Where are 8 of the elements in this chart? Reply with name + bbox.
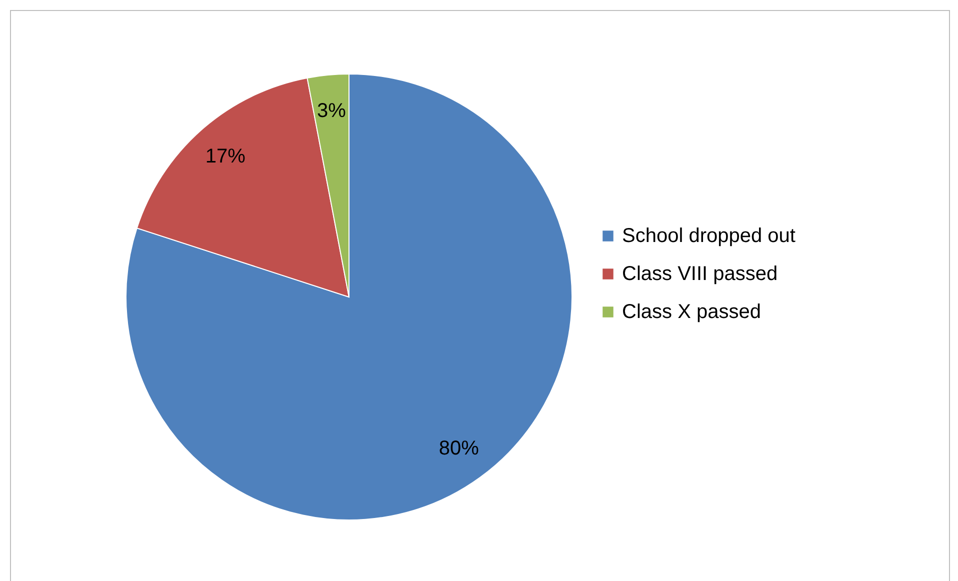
data-label: 80% [438,437,480,460]
legend-label: School dropped out [622,225,796,247]
data-label: 17% [205,146,246,168]
pie-slice [136,77,350,298]
data-label: 3% [316,100,346,122]
legend-label: Class VIII passed [622,263,778,285]
legend-label: Class X passed [622,301,761,323]
pie-slice [126,74,572,520]
